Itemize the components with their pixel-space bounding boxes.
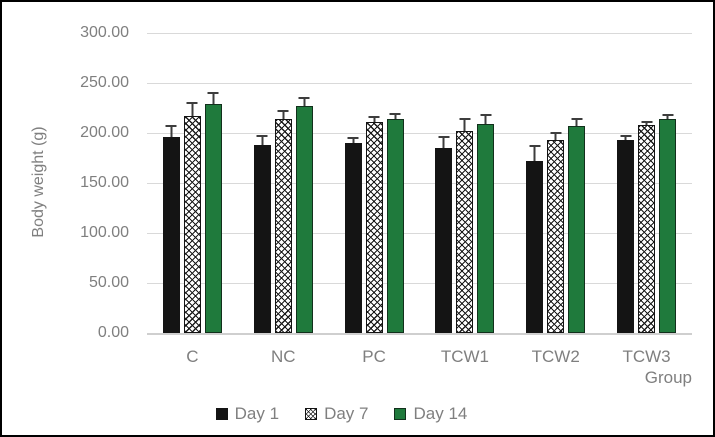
legend-label: Day 14: [413, 404, 468, 423]
gridline-50: [147, 283, 692, 284]
error-bar: [529, 145, 541, 161]
error-bar-stem: [533, 145, 536, 161]
bar-day1-tcw2: [526, 145, 544, 333]
bar-day1-tcw1: [435, 136, 453, 333]
bar-day7-tcw1: [456, 118, 474, 333]
bar-day7-nc: [274, 110, 292, 333]
gridline-200: [147, 133, 692, 134]
error-bar: [277, 110, 289, 119]
y-tick-label: 50.00: [88, 274, 129, 291]
bar-day1-c: [162, 125, 180, 333]
x-tick-label-tcw1: TCW1: [440, 347, 489, 366]
error-bar: [165, 125, 177, 137]
legend-item-day7: Day 7: [305, 404, 368, 424]
error-bar: [298, 97, 310, 106]
error-bar-stem: [624, 135, 627, 140]
error-bar: [368, 116, 380, 122]
bar-groups: [147, 33, 692, 333]
bar-day14-tcw3: [659, 114, 677, 333]
x-tick-label-nc: NC: [270, 347, 296, 366]
bar-day7-tcw2: [547, 132, 565, 333]
bar-day7-pc: [365, 116, 383, 333]
x-tick-label-tcw2: TCW2: [531, 347, 580, 366]
error-bar-stem: [645, 121, 648, 125]
bar-day14-tcw1: [477, 114, 495, 333]
legend: Day 1 Day 7 Day 14: [2, 404, 697, 424]
error-bar: [480, 114, 492, 124]
legend-label: Day 1: [234, 404, 280, 423]
legend-label: Day 7: [324, 404, 369, 423]
y-tick-label: 150.00: [80, 174, 129, 191]
error-bar-stem: [261, 135, 264, 145]
bar-day14-tcw2: [568, 118, 586, 333]
error-bar-stem: [212, 92, 215, 104]
error-bar: [186, 102, 198, 116]
error-bar-stem: [352, 137, 355, 143]
error-bar: [389, 113, 401, 119]
error-bar: [459, 118, 471, 131]
bar-day1-nc: [253, 135, 271, 333]
y-tick-label: 200.00: [80, 124, 129, 141]
legend-item-day14: Day 14: [394, 404, 467, 424]
legend-item-day1: Day 1: [215, 404, 280, 424]
error-bar-stem: [282, 110, 285, 119]
gridline-250: [147, 83, 692, 84]
bar-day14-nc: [295, 97, 313, 333]
bar-day14-pc: [386, 113, 404, 333]
error-bar-stem: [463, 118, 466, 131]
error-bar: [662, 114, 674, 119]
gridline-100: [147, 233, 692, 234]
gridline-300: [147, 33, 692, 34]
y-tick-label: 0.00: [97, 324, 129, 341]
bar-group-tcw1: [419, 33, 510, 333]
x-axis-line: [147, 333, 692, 335]
x-axis-title: Group: [644, 368, 692, 387]
bar-day14-c: [204, 92, 222, 333]
error-bar-stem: [191, 102, 194, 116]
x-tick-label-tcw3: TCW3: [622, 347, 671, 366]
legend-marker-icon: [305, 408, 318, 420]
y-tick-label: 300.00: [80, 24, 129, 41]
error-bar-stem: [484, 114, 487, 124]
bar-group-pc: [329, 33, 420, 333]
bar-day7-c: [183, 102, 201, 333]
x-tick-label-pc: PC: [362, 347, 386, 366]
bar-group-c: [147, 33, 238, 333]
error-bar-stem: [394, 113, 397, 119]
error-bar-stem: [442, 136, 445, 148]
error-bar: [207, 92, 219, 104]
legend-marker-icon: [394, 408, 407, 420]
error-bar: [550, 132, 562, 140]
error-bar-stem: [575, 118, 578, 126]
bar-day1-tcw3: [617, 135, 635, 333]
x-tick-label-c: C: [186, 347, 199, 366]
bar-group-nc: [238, 33, 329, 333]
error-bar: [641, 121, 653, 125]
error-bar-stem: [303, 97, 306, 106]
error-bar-stem: [554, 132, 557, 140]
bar-day1-pc: [344, 137, 362, 333]
gridline-150: [147, 183, 692, 184]
error-bar: [571, 118, 583, 126]
error-bar: [438, 136, 450, 148]
error-bar-stem: [170, 125, 173, 137]
bar-day7-tcw3: [638, 121, 656, 333]
error-bar: [347, 137, 359, 143]
bar-group-tcw3: [601, 33, 692, 333]
error-bar-stem: [666, 114, 669, 119]
error-bar: [620, 135, 632, 140]
error-bar-stem: [373, 116, 376, 122]
y-tick-label: 250.00: [80, 74, 129, 91]
error-bar: [256, 135, 268, 145]
legend-marker-icon: [215, 408, 228, 420]
plot-area: [147, 33, 692, 335]
bar-group-tcw2: [510, 33, 601, 333]
x-axis-ticks: C NC PC TCW1 TCW2 TCW3: [147, 347, 692, 367]
y-tick-label: 100.00: [80, 224, 129, 241]
